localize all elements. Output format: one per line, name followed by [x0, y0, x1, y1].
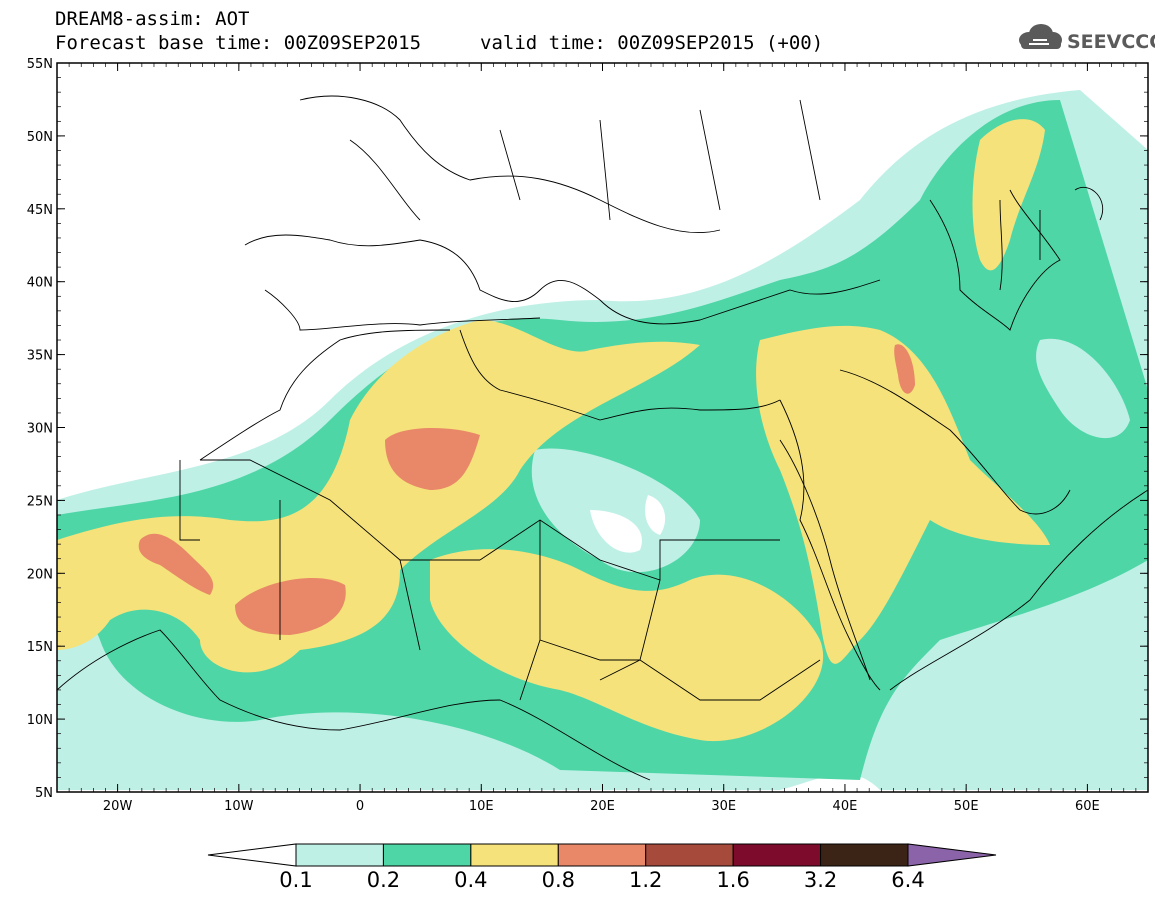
colorbar-label: 1.6: [716, 868, 750, 892]
colorbar-box: [732, 843, 822, 867]
colorbar-label: 6.4: [891, 868, 925, 892]
lat-label: 10N: [27, 713, 53, 728]
colorbar-box: [820, 843, 909, 867]
colorbar-box: [557, 843, 647, 867]
aot-band-0.8: [235, 577, 346, 635]
lon-label: 20W: [103, 799, 133, 814]
colorbar-label: 0.4: [454, 868, 488, 892]
colorbar-box: [295, 843, 384, 867]
colorbar-box: [470, 843, 559, 867]
coastlines-borders: [57, 95, 1148, 781]
aot-band-0.1-hole: [531, 448, 700, 573]
aot-field: [57, 63, 1148, 792]
colorbar: [207, 843, 997, 867]
lon-label: 10W: [224, 799, 254, 814]
seevccc-logo: SEEVCCC: [1015, 22, 1163, 58]
lat-label: 25N: [27, 494, 53, 509]
lon-label: 60E: [1075, 799, 1100, 814]
aot-band-0.4: [57, 320, 700, 673]
lat-label: 50N: [27, 130, 53, 145]
forecast-base-time: Forecast base time: 00Z09SEP2015: [55, 32, 422, 54]
logo-text: SEEVCCC: [1067, 31, 1155, 53]
colorbar-box: [645, 843, 734, 867]
colorbar-low-triangle: [207, 843, 297, 867]
lon-label: 10E: [469, 799, 494, 814]
aot-band-0.4: [972, 119, 1045, 271]
aot-band-0.1-hole: [1036, 338, 1130, 439]
colorbar-high-triangle: [907, 843, 997, 867]
lon-label: 30E: [711, 799, 736, 814]
aot-band-0.8: [385, 428, 480, 490]
colorbar-label: 0.8: [541, 868, 575, 892]
lat-label: 45N: [27, 203, 53, 218]
lat-label: 55N: [27, 57, 53, 72]
colorbar-label: 0.2: [366, 868, 401, 892]
lon-label: 50E: [954, 799, 979, 814]
lat-label: 40N: [27, 276, 53, 291]
axis-labels: 55N 50N 45N 40N 35N 30N 25N 20N 15N 10N 5N 20W 10W 0 1…: [27, 57, 1100, 814]
colorbar-label: 3.2: [803, 868, 838, 892]
map-title: DREAM8-assim: AOT: [55, 8, 250, 30]
colorbar-label: 0.1: [279, 868, 313, 892]
lon-label: 40E: [833, 799, 858, 814]
lat-label: 20N: [27, 567, 53, 582]
aot-band-0.4: [756, 325, 1050, 664]
lon-label: 20E: [590, 799, 615, 814]
lat-label: 15N: [27, 640, 53, 655]
axis-ticks: [56, 62, 1149, 793]
colorbar-box: [382, 843, 472, 867]
lon-label: 0: [356, 799, 364, 814]
valid-time: valid time: 00Z09SEP2015 (+00): [480, 32, 824, 54]
lat-label: 30N: [27, 422, 53, 437]
aot-band-0.8: [138, 533, 214, 595]
aot-band-0.8: [894, 344, 915, 394]
lat-label: 5N: [35, 786, 53, 801]
cloud-icon: SEEVCCC: [1019, 24, 1163, 53]
lat-label: 35N: [27, 349, 53, 364]
aot-band-0.4: [430, 549, 824, 742]
colorbar-label: 1.2: [629, 868, 663, 892]
